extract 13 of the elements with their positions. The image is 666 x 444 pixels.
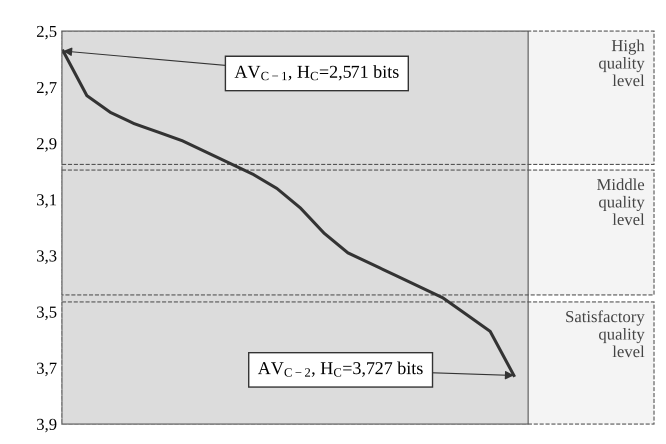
y-tick-label: 3,3 [37,250,56,264]
band-label: Middle quality level [597,178,645,226]
y-tick-label: 3,1 [37,194,56,208]
y-tick-label: 2,5 [36,26,56,40]
annotation: AV$_{C−1}$, H$_{C}$=2,571 bits [234,65,399,80]
y-tick-label: 3,7 [37,362,57,376]
y-tick-label: 3,9 [37,418,56,432]
y-tick-label: 3,5 [37,306,56,320]
band-label: Satisfactory quality level [566,310,645,358]
y-tick-label: 2,7 [36,82,57,96]
annotation: AV$_{C−2}$, H$_{C}$=3,727 bits [258,362,423,377]
band-label: High quality level [599,40,645,86]
y-tick-label: 2,9 [36,138,56,152]
